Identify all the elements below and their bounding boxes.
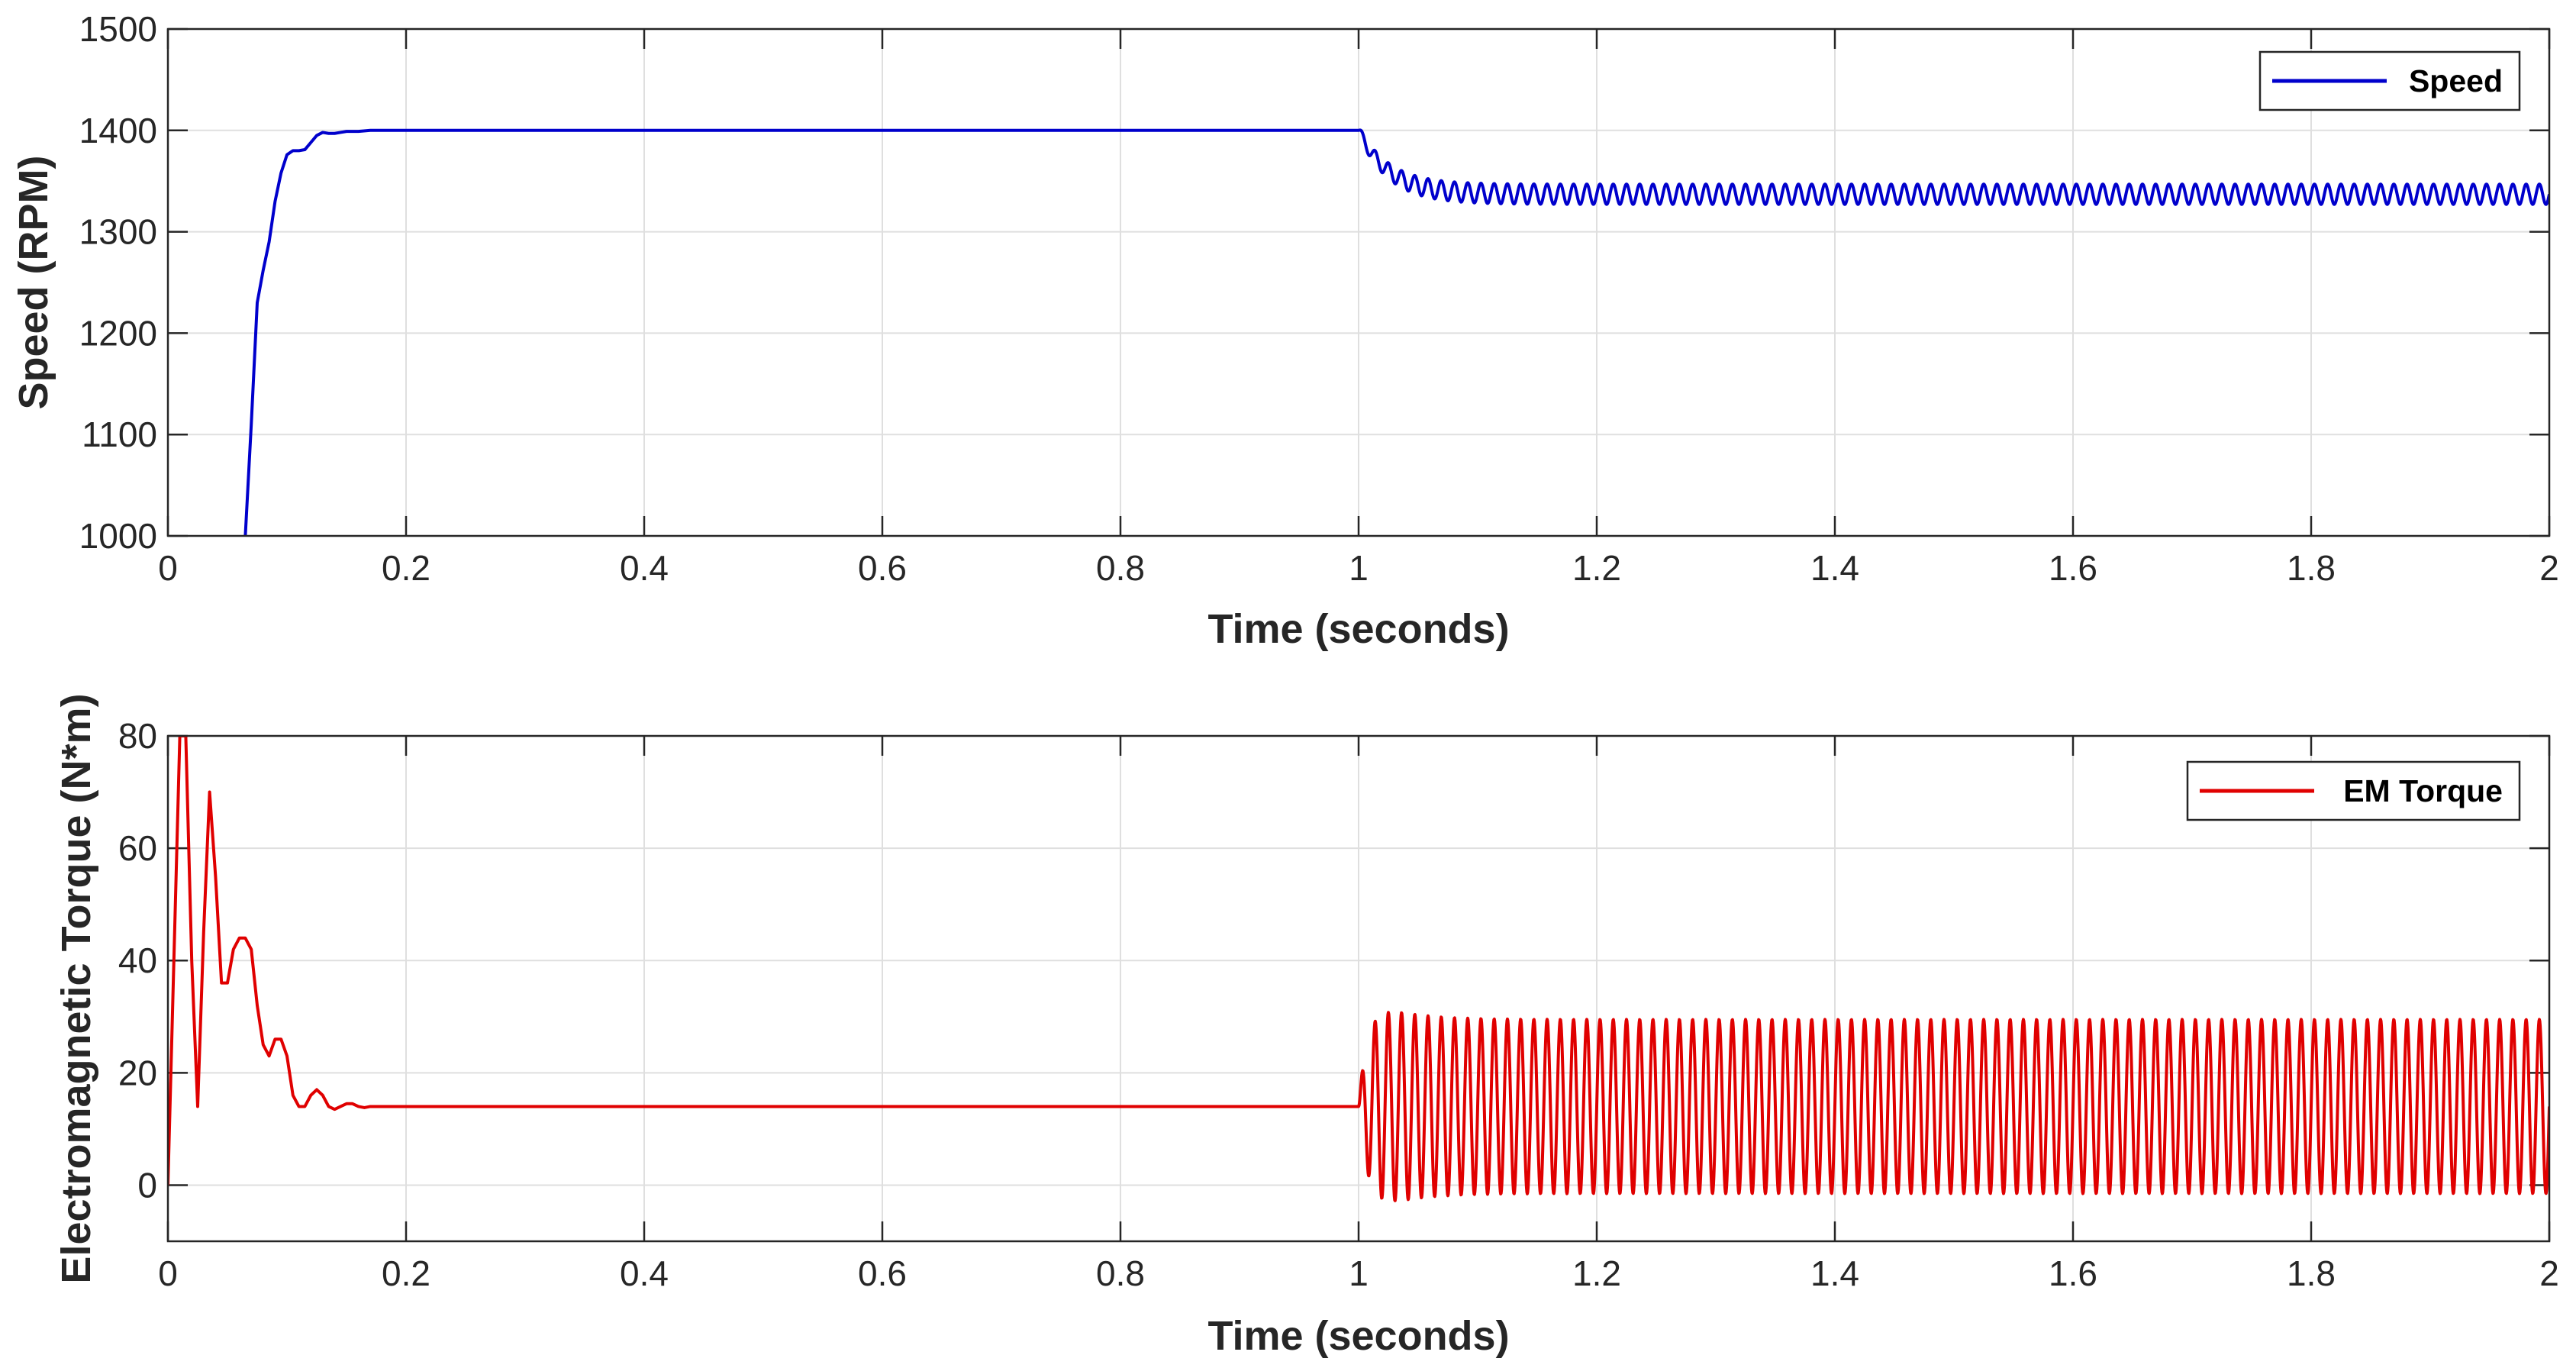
speed-x-tick-label: 1.2 — [1572, 548, 1621, 588]
torque-legend-label: EM Torque — [2343, 773, 2503, 808]
speed-x-tick-label: 0.6 — [858, 548, 907, 588]
speed-x-tick-label: 0.4 — [620, 548, 669, 588]
speed-x-tick-label: 0 — [158, 548, 178, 588]
speed-y-tick-label: 1200 — [79, 313, 157, 353]
speed-axes-box — [166, 27, 2551, 537]
speed-x-tick-label: 1 — [1349, 548, 1369, 588]
torque-x-tick-label: 2 — [2539, 1253, 2559, 1293]
speed-x-tick-label: 0.8 — [1096, 548, 1145, 588]
speed-grid — [168, 29, 2549, 536]
speed-y-tick-label: 1100 — [82, 415, 157, 454]
speed-y-tick-label: 1000 — [79, 516, 157, 556]
torque-x-tick-label: 1.4 — [1810, 1253, 1859, 1293]
speed-x-tick-label: 1.8 — [2287, 548, 2336, 588]
torque-series — [168, 736, 2549, 1202]
torque-x-tick-label: 1.2 — [1572, 1253, 1621, 1293]
speed-tick-labels: 0 0.2 0.4 0.6 0.8 1 1.2 1.4 1.6 1.8 2 1000 1100 1200 1… — [79, 9, 2559, 588]
torque-y-tick-label: 20 — [118, 1053, 157, 1092]
speed-y-tick-label: 1500 — [79, 9, 157, 49]
speed-y-axis-label: Speed (RPM) — [11, 155, 56, 409]
torque-y-tick-label: 40 — [118, 940, 157, 980]
speed-legend-label: Speed — [2409, 63, 2503, 98]
torque-y-tick-label: 60 — [118, 828, 157, 868]
speed-series — [243, 128, 2549, 536]
torque-y-axis-label: Electromagnetic Torque (N*m) — [53, 693, 99, 1283]
torque-x-tick-label: 1 — [1349, 1253, 1369, 1293]
torque-series-line — [168, 736, 2549, 1202]
torque-x-tick-label: 0.6 — [858, 1253, 907, 1293]
torque-legend: EM Torque — [2186, 760, 2521, 821]
speed-legend: Speed — [2258, 50, 2521, 111]
speed-x-tick-label: 2 — [2539, 548, 2559, 588]
torque-x-tick-label: 0.4 — [620, 1253, 669, 1293]
torque-x-tick-label: 0 — [158, 1253, 178, 1293]
speed-x-tick-label: 0.2 — [382, 548, 430, 588]
speed-y-tick-label: 1300 — [79, 212, 157, 252]
speed-x-tick-label: 1.6 — [2049, 548, 2097, 588]
torque-axes-box — [166, 734, 2551, 1243]
speed-series-line — [243, 128, 2549, 536]
torque-x-axis-label: Time (seconds) — [1207, 1313, 1509, 1359]
torque-x-tick-label: 0.2 — [382, 1253, 430, 1293]
torque-x-tick-label: 1.8 — [2287, 1253, 2336, 1293]
speed-subplot: 0 0.2 0.4 0.6 0.8 1 1.2 1.4 1.6 1.8 2 1000 1100 1200 1… — [11, 9, 2559, 652]
speed-x-axis-label: Time (seconds) — [1207, 606, 1509, 652]
speed-y-tick-label: 1400 — [79, 111, 157, 150]
torque-x-tick-label: 0.8 — [1096, 1253, 1145, 1293]
torque-y-tick-label: 80 — [118, 716, 157, 756]
speed-x-tick-label: 1.4 — [1810, 548, 1859, 588]
torque-x-tick-label: 1.6 — [2049, 1253, 2097, 1293]
torque-y-tick-label: 0 — [137, 1165, 157, 1205]
